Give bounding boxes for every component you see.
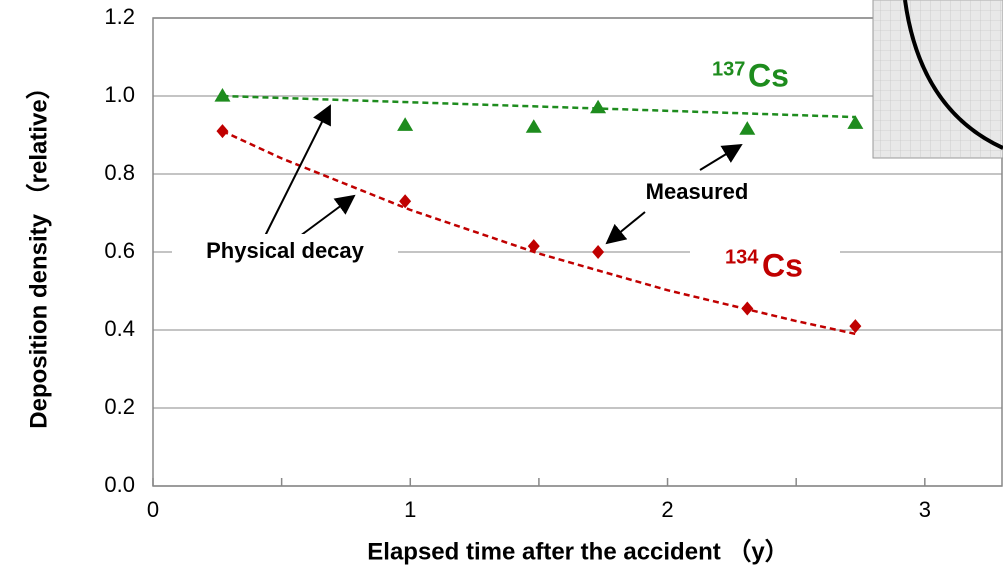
x-tick-label: 0 bbox=[147, 497, 159, 522]
x-tick-label: 1 bbox=[404, 497, 416, 522]
annotation: Cs bbox=[762, 247, 803, 283]
data-point bbox=[847, 115, 863, 129]
data-point bbox=[849, 319, 861, 333]
annotation: Cs bbox=[748, 57, 789, 93]
data-point bbox=[526, 119, 542, 133]
x-tick-label: 3 bbox=[919, 497, 931, 522]
y-tick-label: 0.4 bbox=[104, 316, 135, 341]
annotation: Measured bbox=[646, 179, 749, 204]
y-tick-label: 0.0 bbox=[104, 472, 135, 497]
data-point bbox=[739, 121, 755, 135]
x-axis-title: Elapsed time after the accident （y） bbox=[367, 538, 788, 565]
annotation: Physical decay bbox=[206, 238, 365, 263]
annotation: 137 bbox=[712, 58, 745, 80]
data-point bbox=[590, 100, 606, 114]
data-point bbox=[397, 117, 413, 131]
data-point bbox=[592, 245, 604, 259]
trend-line bbox=[222, 131, 855, 334]
y-tick-label: 1.2 bbox=[104, 4, 135, 29]
data-point bbox=[214, 88, 230, 102]
annotation: 134 bbox=[725, 246, 759, 268]
trend-line bbox=[222, 96, 855, 117]
chart: 0.0 0.2 0.4 0.6 0.8 1.0 1.2 0 1 2 3 Physical decay… bbox=[0, 0, 1003, 576]
inset-map bbox=[873, 0, 1003, 158]
y-tick-label: 0.8 bbox=[104, 160, 135, 185]
y-tick-label: 0.2 bbox=[104, 394, 135, 419]
y-tick-label: 1.0 bbox=[104, 82, 135, 107]
y-axis-title: Deposition density （relative） bbox=[25, 75, 52, 428]
page: {"chart_data": {"type": "scatter", "x_la… bbox=[0, 0, 1003, 576]
x-tick-label: 2 bbox=[661, 497, 673, 522]
y-tick-label: 0.6 bbox=[104, 238, 135, 263]
